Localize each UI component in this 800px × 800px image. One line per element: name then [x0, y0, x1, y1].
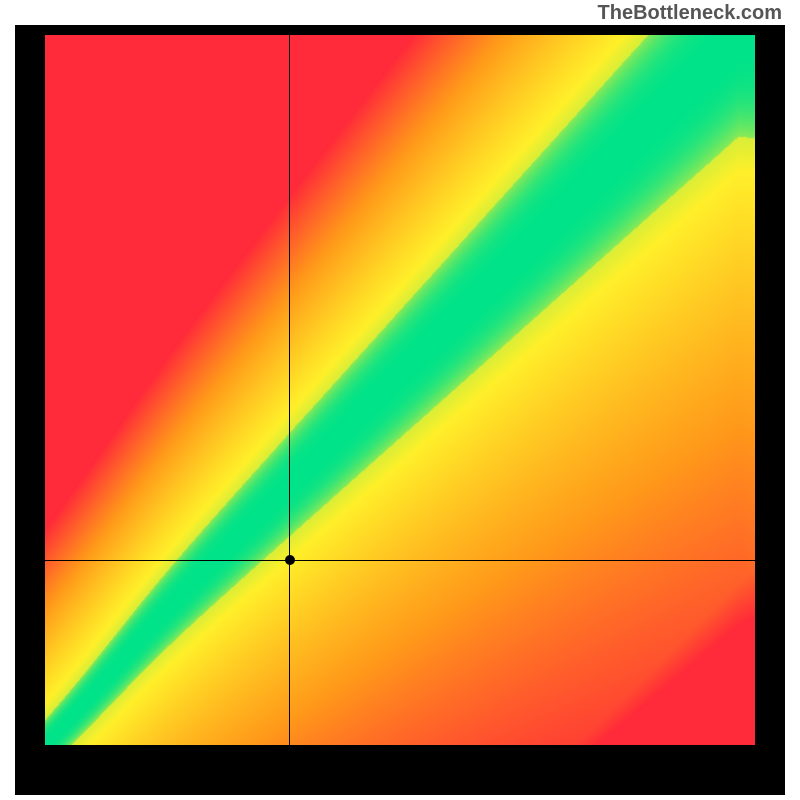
- crosshair-vertical: [289, 35, 290, 745]
- chart-frame: [15, 25, 785, 795]
- heatmap-canvas: [45, 35, 755, 745]
- watermark-text: TheBottleneck.com: [598, 2, 782, 25]
- plot-area: [45, 35, 755, 745]
- chart-container: TheBottleneck.com: [0, 0, 800, 800]
- crosshair-horizontal: [45, 560, 755, 561]
- crosshair-marker: [285, 555, 295, 565]
